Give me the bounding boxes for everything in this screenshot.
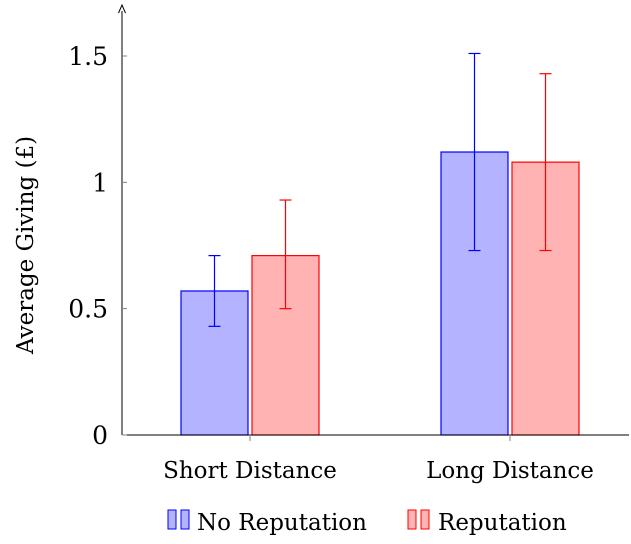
legend-swatch (407, 509, 417, 530)
y-tick-label: 0.5 (68, 295, 108, 324)
error-bar-no-reputation-long (468, 52, 481, 252)
y-tick-label: 1.5 (68, 42, 108, 71)
x-tick-label: Short Distance (163, 458, 337, 484)
error-bar-reputation-short (279, 199, 292, 310)
axes-layer: 0 0.5 1 1.5 Short Distance Long Distance Avera… (13, 3, 629, 484)
y-axis-title: Average Giving (£) (13, 136, 39, 355)
legend-swatch (167, 509, 177, 530)
y-axis-arrow (118, 3, 126, 14)
legend-swatch (420, 509, 430, 530)
legend-label: No Reputation (197, 510, 367, 536)
legend-item-no-reputation: No Reputation (167, 509, 367, 536)
legend-swatch (180, 509, 190, 530)
y-tick-label: 0 (92, 421, 108, 450)
error-bar-reputation-long (539, 73, 552, 252)
error-bar-no-reputation-short (208, 255, 221, 327)
x-tick-label: Long Distance (426, 458, 594, 484)
legend-item-reputation: Reputation (407, 509, 567, 536)
y-tick-label: 1 (92, 168, 108, 197)
legend-label: Reputation (438, 510, 567, 536)
legend: No Reputation Reputation (167, 509, 567, 536)
bars-layer (180, 52, 580, 436)
